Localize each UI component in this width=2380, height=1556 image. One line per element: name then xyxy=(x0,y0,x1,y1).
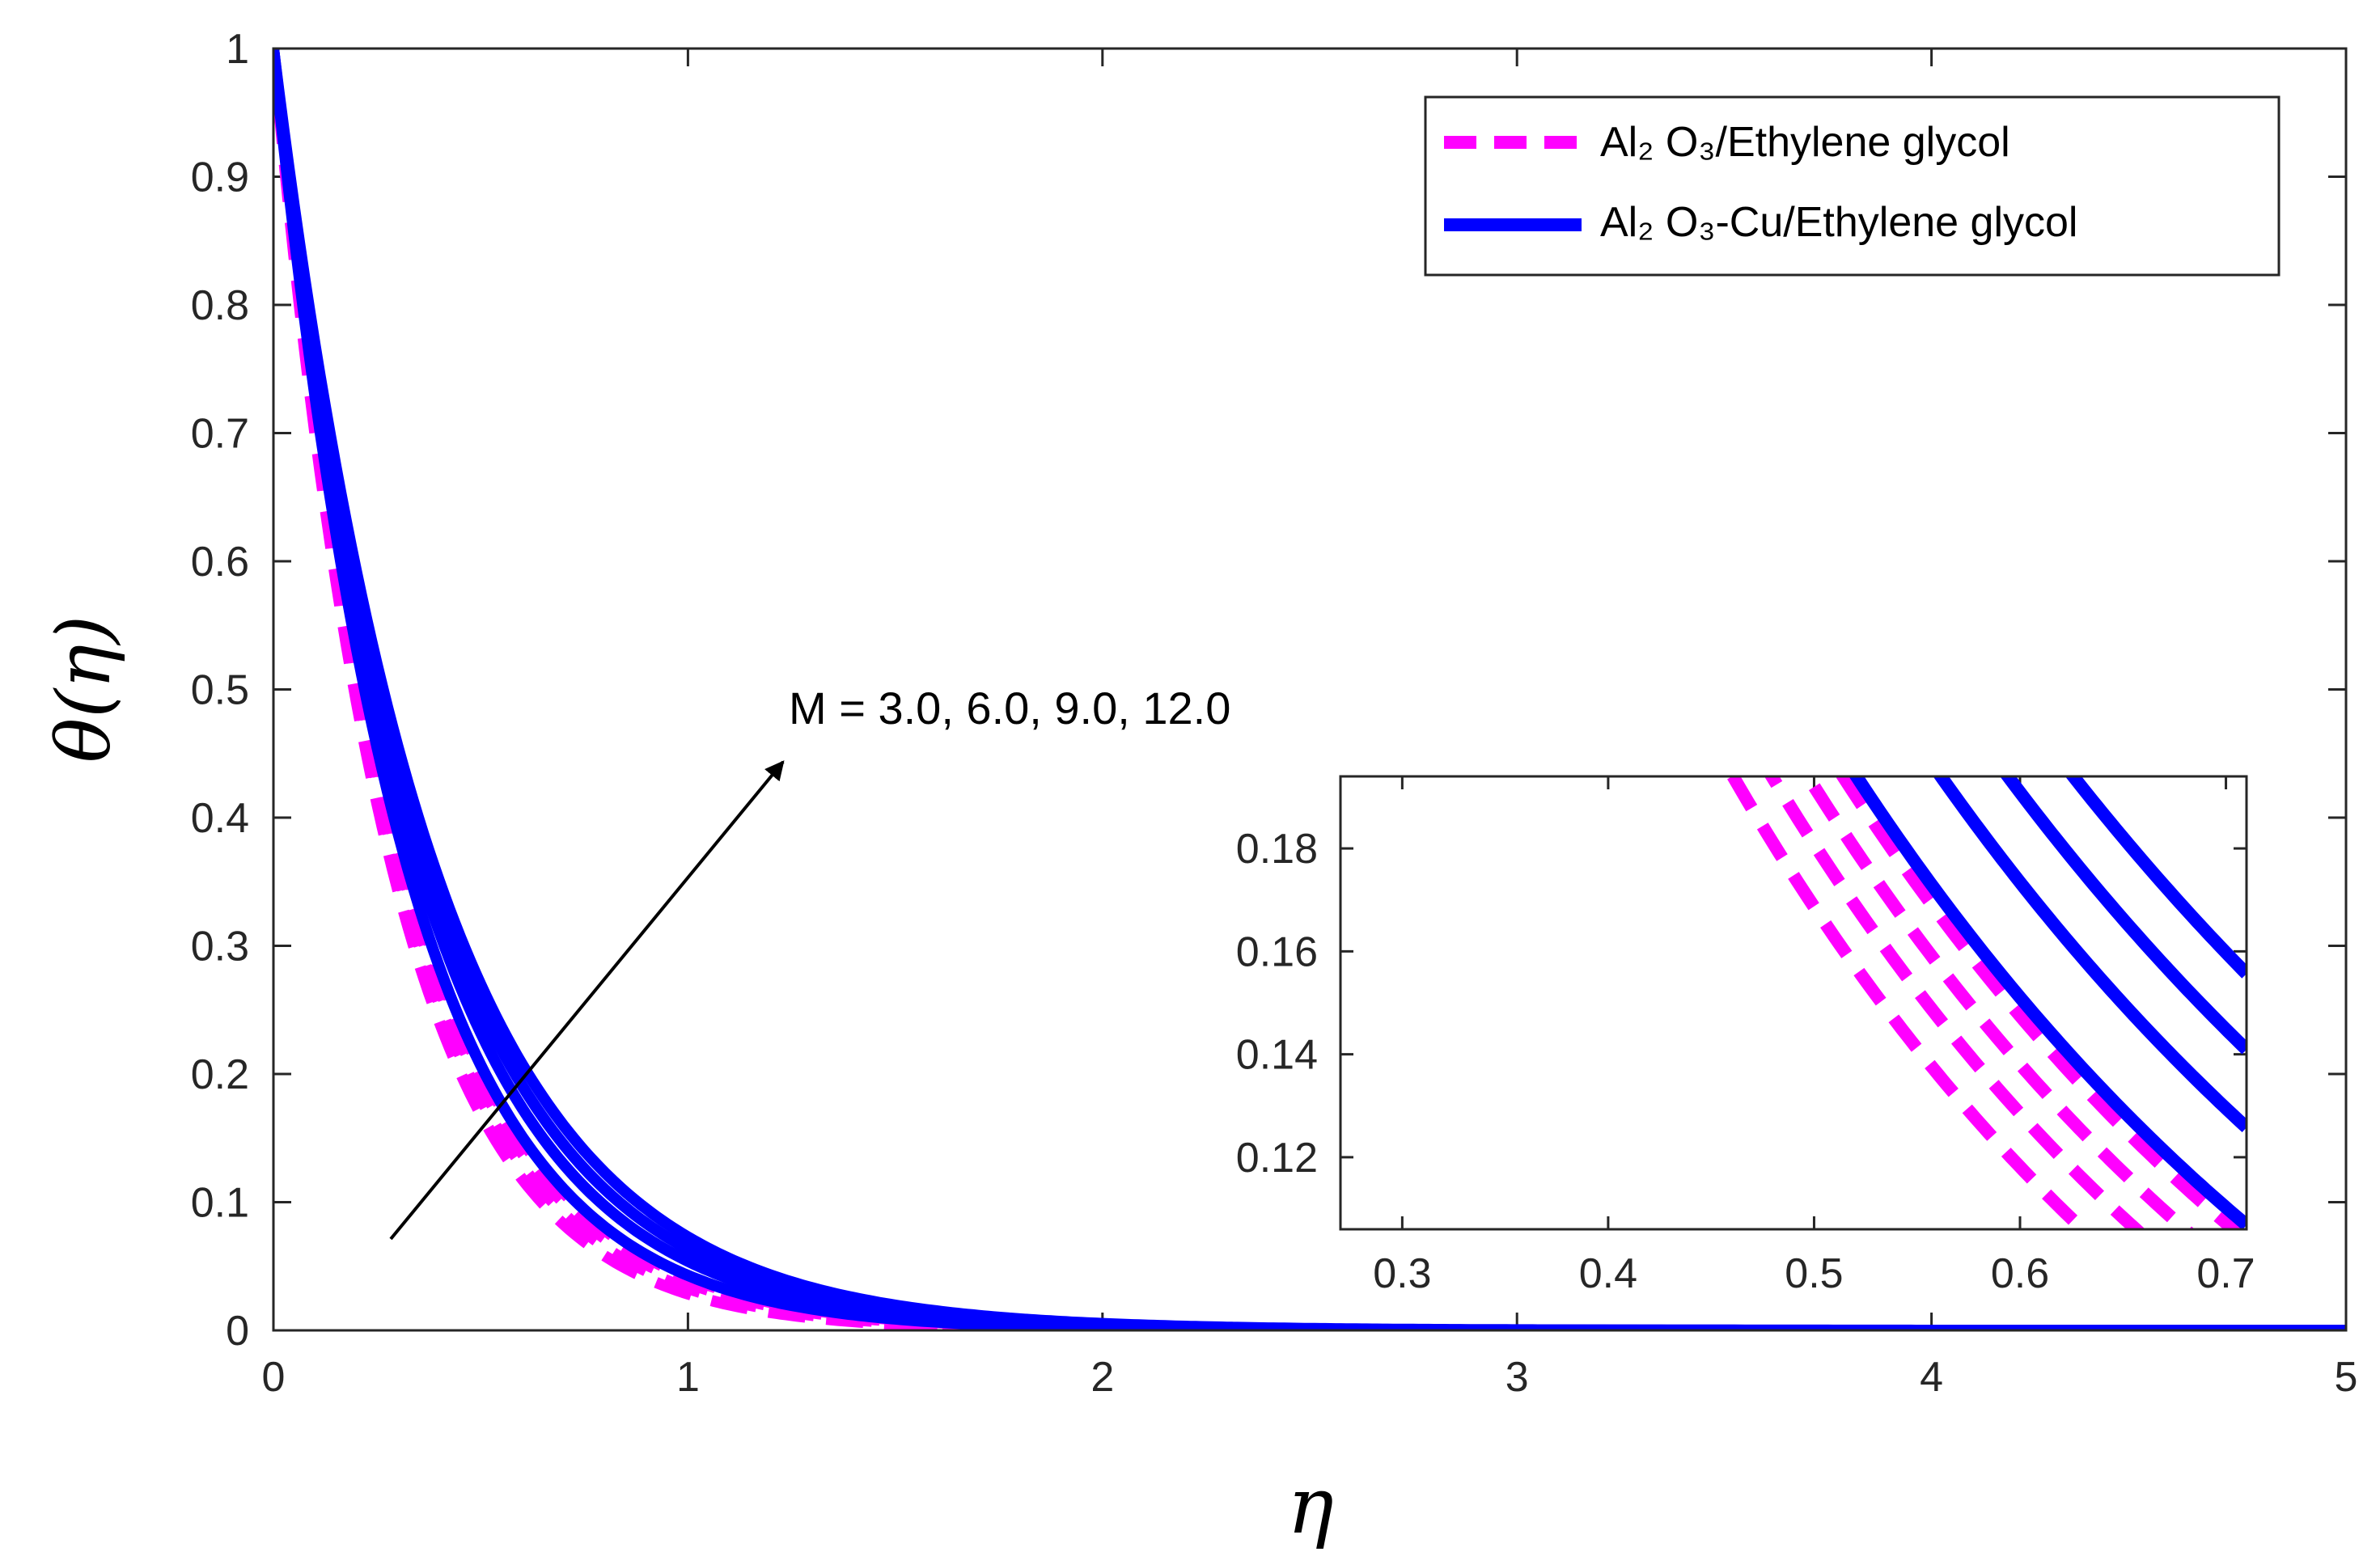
y-tick-label: 0 xyxy=(226,1308,249,1355)
x-axis-label: η xyxy=(1287,1461,1334,1551)
legend-box xyxy=(1424,95,2280,277)
legend: Al₂ O₃/Ethylene glycol Al₂ O₃-Cu/Ethylen… xyxy=(1424,95,2280,277)
inset-x-tick-label: 0.6 xyxy=(1991,1250,2049,1297)
main-axes: 0 1 2 3 4 5 0 0.1 0.2 0.3 0.4 0.5 0.6 0.7 0.8 0.9 1 xyxy=(191,26,2358,1401)
inset-series-line-nanofluid xyxy=(1726,776,2093,1229)
inset-x-tick-label: 0.3 xyxy=(1373,1250,1431,1297)
y-tick-label: 0.4 xyxy=(191,795,249,842)
y-tick-label: 0.8 xyxy=(191,282,249,329)
x-tick-label: 2 xyxy=(1090,1354,1114,1401)
main-plot-frame xyxy=(272,47,2348,1332)
inset-y-tick-label: 0.14 xyxy=(1236,1032,1318,1079)
y-tick-label: 0.3 xyxy=(191,924,249,970)
x-tick-label: 1 xyxy=(676,1354,700,1401)
inset-y-tick-label: 0.12 xyxy=(1236,1135,1318,1182)
y-tick-label: 0.6 xyxy=(191,539,249,586)
inset-series-line-hybrid xyxy=(2065,776,2247,979)
series-line-hybrid xyxy=(273,49,2346,1330)
x-tick-label: 5 xyxy=(2335,1354,2358,1401)
inset-x-tick-label: 0.7 xyxy=(2196,1250,2255,1297)
y-tick-labels: 0 0.1 0.2 0.3 0.4 0.5 0.6 0.7 0.8 0.9 1 xyxy=(191,26,249,1355)
inset-x-tick-labels: 0.3 0.4 0.5 0.6 0.7 xyxy=(1373,1250,2255,1297)
inset-x-tick-label: 0.4 xyxy=(1579,1250,1637,1297)
inset-series-line-hybrid xyxy=(1933,776,2247,1133)
y-tick-label: 1 xyxy=(226,26,249,73)
inset-series-line-nanofluid xyxy=(1835,776,2244,1229)
inset-y-tick-labels: 0.12 0.14 0.16 0.18 xyxy=(1236,826,1318,1182)
y-axis-label: θ(η) xyxy=(40,615,127,763)
inset-curves xyxy=(1726,776,2247,1229)
y-tick-label: 0.7 xyxy=(191,411,249,458)
inset-axes: 0.3 0.4 0.5 0.6 0.7 0.12 0.14 0.16 0.18 xyxy=(1236,775,2255,1297)
inset-background xyxy=(1340,776,2247,1229)
y-tick-label: 0.5 xyxy=(191,667,249,714)
x-tick-labels: 0 1 2 3 4 5 xyxy=(262,1354,2358,1401)
inset-series-line-hybrid xyxy=(2000,776,2247,1055)
inset-plot-frame xyxy=(1339,775,2248,1231)
y-tick-label: 0.2 xyxy=(191,1051,249,1098)
inset-y-tick-label: 0.18 xyxy=(1236,826,1318,873)
y-tick-label: 0.1 xyxy=(191,1180,249,1227)
annotation-text: M = 3.0, 6.0, 9.0, 12.0 xyxy=(789,683,1230,734)
x-tick-label: 3 xyxy=(1505,1354,1529,1401)
inset-x-tick-label: 0.5 xyxy=(1785,1250,1843,1297)
annotation-arrow xyxy=(389,760,785,1241)
y-tick-label: 0.9 xyxy=(191,154,249,201)
inset-y-tick-label: 0.16 xyxy=(1236,928,1318,975)
inset-series-line-hybrid xyxy=(1849,776,2247,1229)
inset-series-line-nanofluid xyxy=(1764,776,2146,1229)
x-tick-label: 0 xyxy=(262,1354,286,1401)
legend-label-hybrid: Al₂ O₃-Cu/Ethylene glycol xyxy=(1600,199,2077,246)
x-tick-label: 4 xyxy=(1920,1354,1943,1401)
legend-label-nanofluid: Al₂ O₃/Ethylene glycol xyxy=(1600,119,2010,166)
